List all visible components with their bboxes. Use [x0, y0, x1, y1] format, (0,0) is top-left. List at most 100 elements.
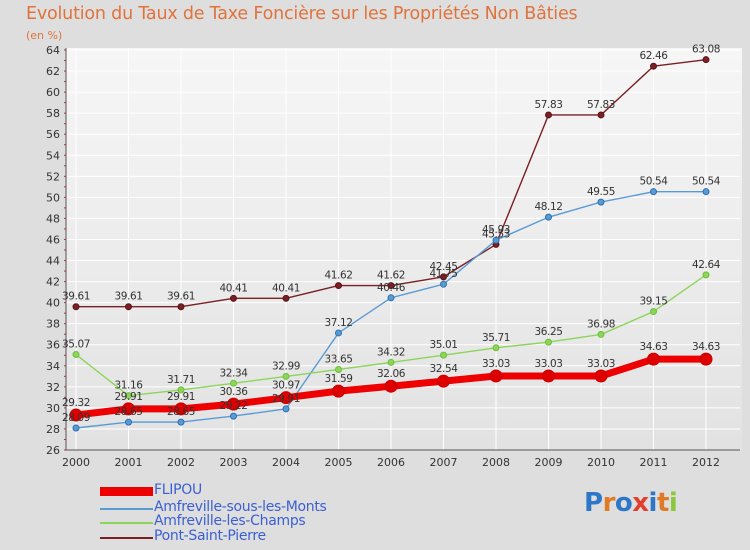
data-label-amfreville-les-champs: 36.25 — [534, 326, 562, 338]
data-point-flipou — [384, 379, 398, 393]
y-tick-label: 54 — [46, 149, 60, 162]
data-label-amfreville-les-champs: 35.71 — [482, 332, 510, 344]
proxiti-logo: Proxiti — [584, 488, 678, 518]
data-point-amfreville-les-champs — [335, 365, 342, 373]
data-point-flipou — [174, 402, 188, 416]
data-point-amfreville-sous-les-monts — [387, 294, 395, 302]
y-tick-label: 30 — [46, 402, 60, 415]
data-label-amfreville-sous-les-monts: 50.54 — [692, 176, 721, 188]
y-tick-label: 50 — [46, 191, 60, 204]
data-label-flipou: 32.06 — [377, 368, 406, 380]
data-point-amfreville-sous-les-monts — [545, 213, 552, 221]
data-label-amfreville-les-champs: 32.99 — [272, 360, 300, 372]
data-label-pont-saint-pierre: 39.61 — [62, 291, 90, 303]
data-point-amfreville-les-champs — [440, 351, 447, 359]
y-tick-label: 28 — [46, 423, 60, 436]
data-label-flipou: 31.59 — [324, 373, 352, 385]
x-tick-label: 2005 — [325, 456, 353, 469]
data-label-amfreville-les-champs: 31.16 — [114, 380, 143, 392]
data-label-pont-saint-pierre: 45.53 — [482, 228, 510, 240]
y-tick-label: 36 — [46, 339, 60, 352]
data-label-amfreville-sous-les-monts: 41.75 — [429, 268, 457, 280]
data-label-flipou: 34.63 — [639, 341, 667, 353]
y-tick-label: 38 — [46, 318, 60, 331]
data-label-amfreville-sous-les-monts: 28.65 — [114, 406, 142, 418]
y-tick-label: 56 — [46, 128, 60, 141]
y-tick-label: 42 — [46, 276, 60, 289]
x-tick-label: 2004 — [272, 456, 300, 469]
data-point-pont-saint-pierre — [72, 303, 80, 311]
x-tick-label: 2000 — [62, 456, 90, 469]
data-point-amfreville-sous-les-monts — [282, 405, 290, 413]
logo-letter: P — [584, 488, 603, 518]
data-label-amfreville-les-champs: 42.64 — [692, 259, 721, 271]
data-label-pont-saint-pierre: 39.61 — [167, 291, 195, 303]
data-label-pont-saint-pierre: 41.62 — [377, 270, 405, 282]
logo-letter: x — [632, 488, 649, 518]
data-label-amfreville-sous-les-monts: 29.22 — [219, 400, 247, 412]
data-label-amfreville-sous-les-monts: 48.12 — [534, 201, 562, 213]
data-point-flipou — [279, 391, 293, 405]
data-label-pont-saint-pierre: 42.45 — [429, 261, 457, 273]
data-point-amfreville-les-champs — [230, 379, 237, 387]
y-tick-label: 34 — [46, 360, 60, 373]
data-point-amfreville-les-champs — [177, 386, 185, 394]
y-tick-label: 64 — [46, 44, 60, 57]
data-point-pont-saint-pierre — [597, 111, 605, 119]
data-label-amfreville-sous-les-monts: 37.12 — [324, 317, 352, 329]
logo-letter: i — [668, 488, 678, 518]
data-label-amfreville-les-champs: 34.32 — [377, 346, 405, 358]
data-label-pont-saint-pierre: 41.62 — [324, 270, 352, 282]
data-point-pont-saint-pierre — [650, 62, 657, 70]
data-point-amfreville-sous-les-monts — [650, 188, 657, 196]
logo-letter: i — [648, 488, 658, 518]
data-point-flipou — [227, 397, 240, 411]
data-point-flipou — [437, 374, 450, 388]
data-label-amfreville-sous-les-monts: 49.55 — [587, 186, 615, 198]
data-point-pont-saint-pierre — [702, 56, 710, 64]
data-label-amfreville-les-champs: 33.65 — [324, 353, 352, 365]
data-point-flipou — [647, 352, 660, 366]
data-point-flipou — [594, 369, 608, 383]
data-point-amfreville-les-champs — [125, 392, 132, 400]
data-point-amfreville-sous-les-monts — [230, 412, 237, 420]
data-point-pont-saint-pierre — [387, 282, 395, 290]
x-tick-label: 2012 — [692, 456, 720, 469]
data-label-amfreville-les-champs: 35.07 — [62, 339, 90, 351]
data-label-amfreville-les-champs: 36.98 — [587, 318, 615, 330]
x-tick-label: 2010 — [587, 456, 615, 469]
data-label-amfreville-sous-les-monts: 40.46 — [377, 282, 406, 294]
data-point-flipou — [489, 369, 503, 383]
data-label-pont-saint-pierre: 40.41 — [272, 282, 300, 294]
data-label-amfreville-les-champs: 32.34 — [219, 367, 248, 379]
data-label-flipou: 34.63 — [692, 341, 720, 353]
x-tick-label: 2001 — [115, 456, 143, 469]
y-tick-label: 46 — [46, 233, 60, 246]
plot-area — [66, 48, 742, 450]
data-point-amfreville-sous-les-monts — [702, 188, 710, 196]
y-tick-label: 32 — [46, 381, 60, 394]
data-label-amfreville-sous-les-monts: 28.65 — [167, 406, 195, 418]
data-label-pont-saint-pierre: 39.61 — [114, 291, 142, 303]
data-label-pont-saint-pierre: 63.08 — [692, 44, 720, 56]
logo-letter: r — [602, 488, 616, 518]
y-tick-label: 40 — [46, 297, 60, 310]
data-label-pont-saint-pierre: 40.41 — [219, 282, 247, 294]
y-tick-label: 44 — [46, 255, 60, 268]
data-label-amfreville-sous-les-monts: 29.91 — [272, 393, 300, 405]
data-point-pont-saint-pierre — [282, 294, 290, 302]
data-point-amfreville-sous-les-monts — [72, 424, 80, 432]
data-point-pont-saint-pierre — [230, 294, 237, 302]
data-point-pont-saint-pierre — [335, 282, 342, 290]
data-label-amfreville-sous-les-monts: 50.54 — [639, 176, 668, 188]
data-point-amfreville-sous-les-monts — [125, 418, 132, 426]
data-point-amfreville-les-champs — [282, 372, 290, 380]
data-label-flipou: 32.54 — [429, 363, 458, 375]
chart-title: Evolution du Taux de Taxe Foncière sur l… — [26, 4, 578, 24]
data-label-amfreville-sous-les-monts: 45.93 — [482, 224, 510, 236]
x-tick-label: 2007 — [430, 456, 458, 469]
y-tick-label: 58 — [46, 107, 60, 120]
data-point-pont-saint-pierre — [440, 273, 447, 281]
